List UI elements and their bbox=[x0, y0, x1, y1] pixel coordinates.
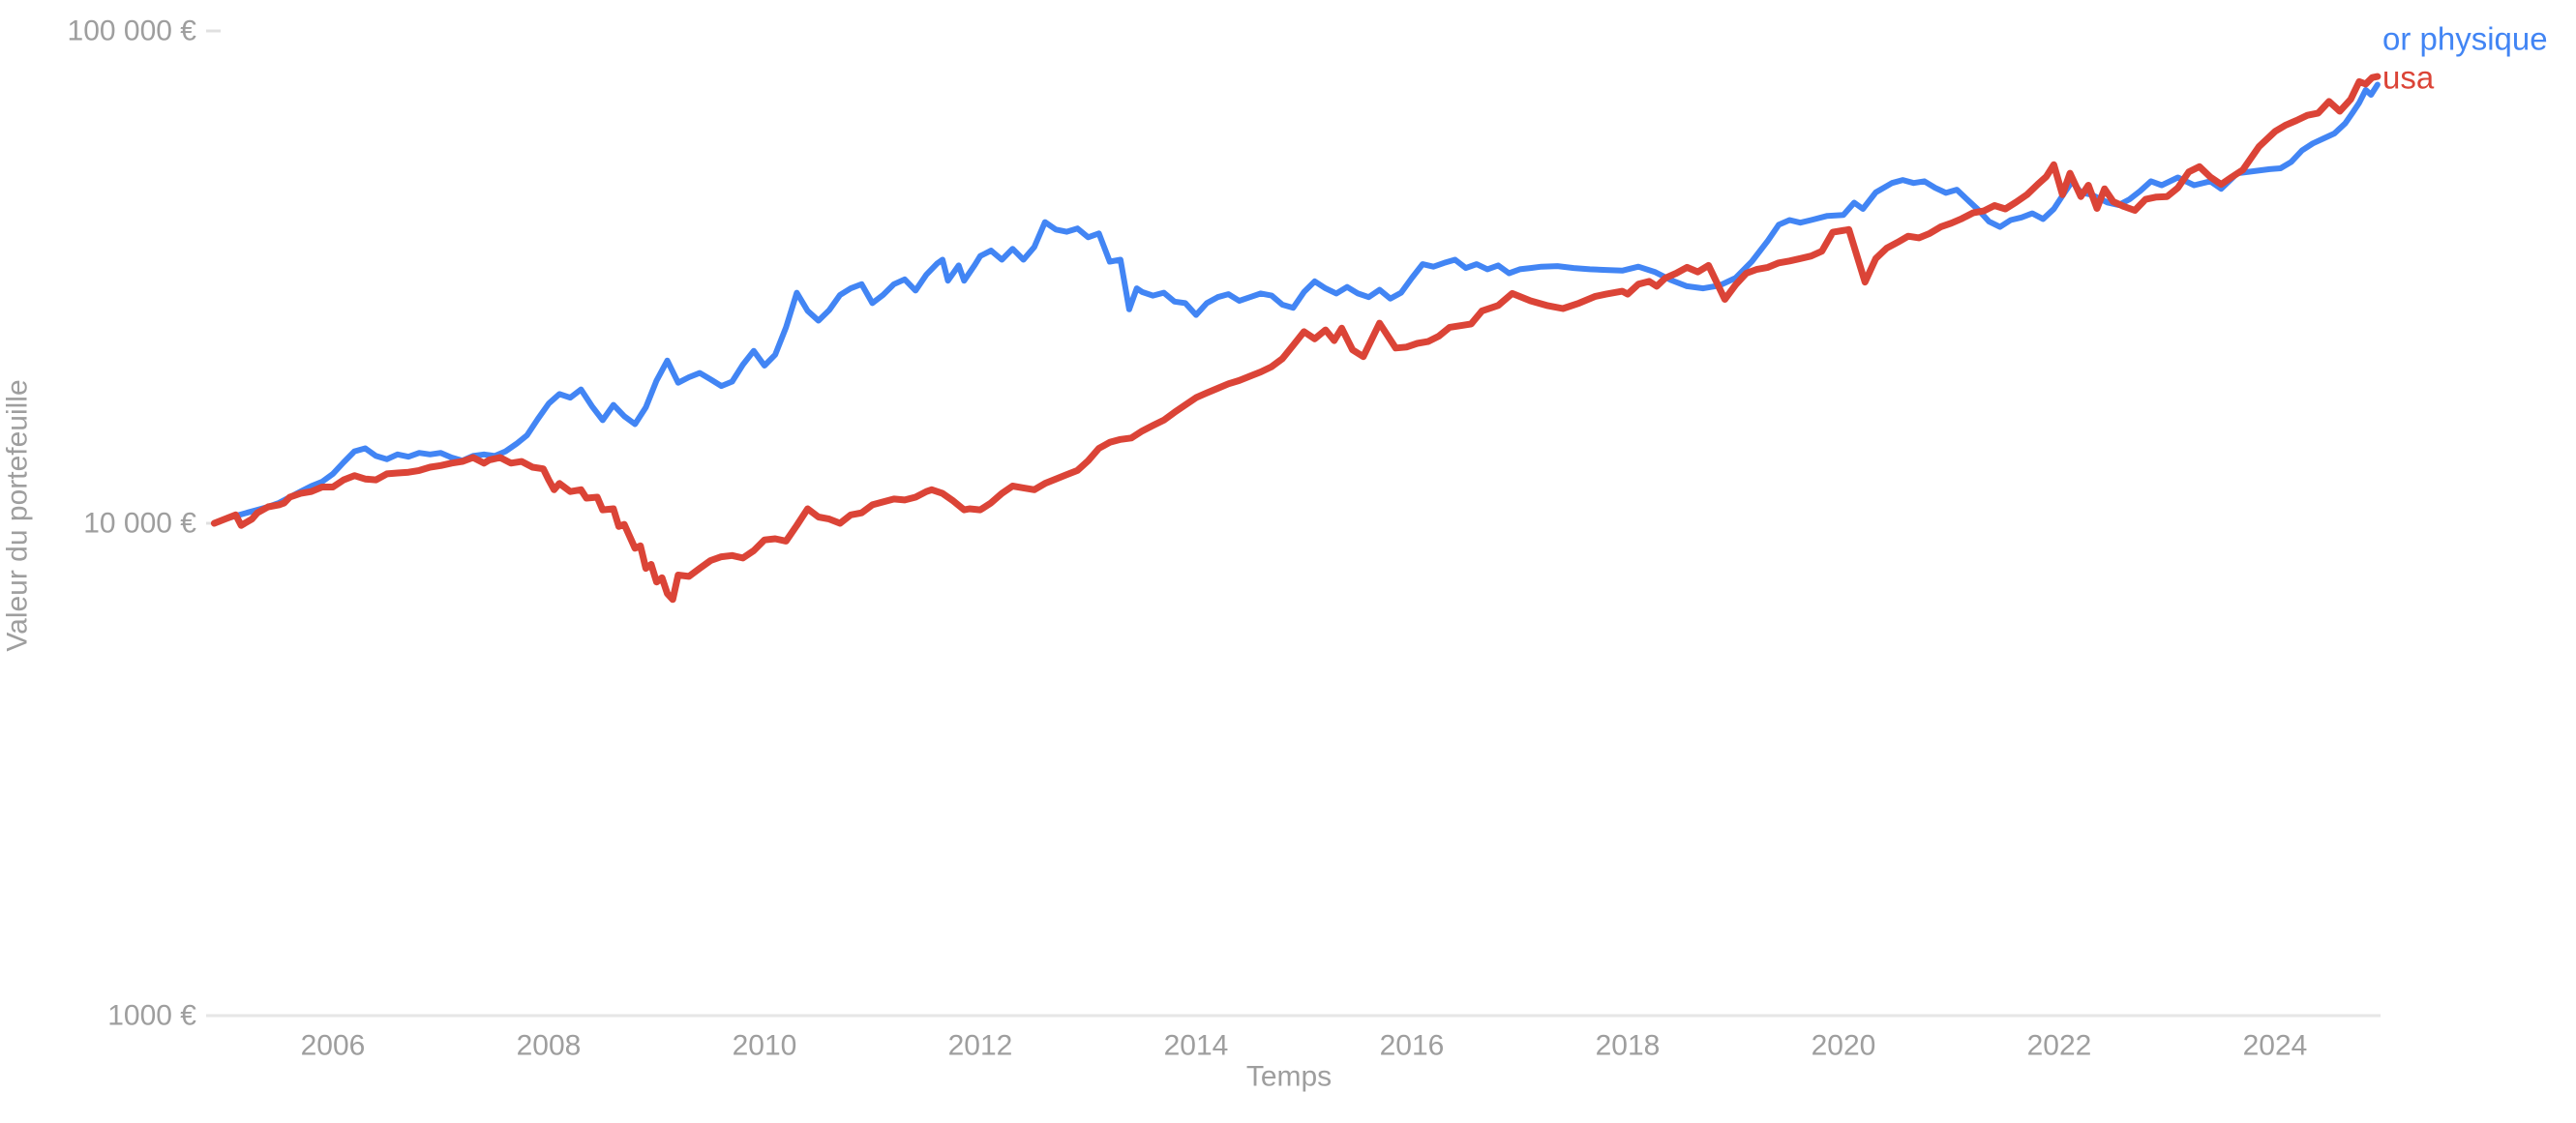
x-tick-label-2014: 2014 bbox=[1164, 1030, 1229, 1062]
y-tick-label-100000: 100 000 € bbox=[68, 15, 197, 47]
x-tick-label-2012: 2012 bbox=[948, 1030, 1013, 1062]
series-line-or-physique[interactable] bbox=[211, 81, 2381, 526]
chart-series-lines[interactable] bbox=[210, 73, 2381, 604]
x-tick-label-2024: 2024 bbox=[2243, 1030, 2308, 1062]
x-tick-label-2010: 2010 bbox=[733, 1030, 797, 1062]
x-axis-labels: 2006 2008 2010 2012 2014 2016 2018 2020 2022 2024 bbox=[301, 1030, 2308, 1062]
x-tick-label-2016: 2016 bbox=[1380, 1030, 1445, 1062]
x-tick-label-2006: 2006 bbox=[301, 1030, 366, 1062]
legend-label-or-physique[interactable]: or physique bbox=[2382, 21, 2548, 57]
y-tick-label-10000: 10 000 € bbox=[83, 508, 196, 540]
series-line-usa[interactable] bbox=[210, 73, 2381, 604]
y-tick-label-1000: 1000 € bbox=[107, 1000, 196, 1032]
y-axis-title: Valeur du portefeuille bbox=[2, 379, 34, 651]
x-tick-label-2022: 2022 bbox=[2027, 1030, 2092, 1062]
x-tick-label-2008: 2008 bbox=[517, 1030, 582, 1062]
x-tick-label-2020: 2020 bbox=[1812, 1030, 1876, 1062]
x-axis-title: Temps bbox=[1246, 1061, 1332, 1093]
x-tick-label-2018: 2018 bbox=[1596, 1030, 1661, 1062]
legend-label-usa[interactable]: usa bbox=[2382, 60, 2435, 96]
